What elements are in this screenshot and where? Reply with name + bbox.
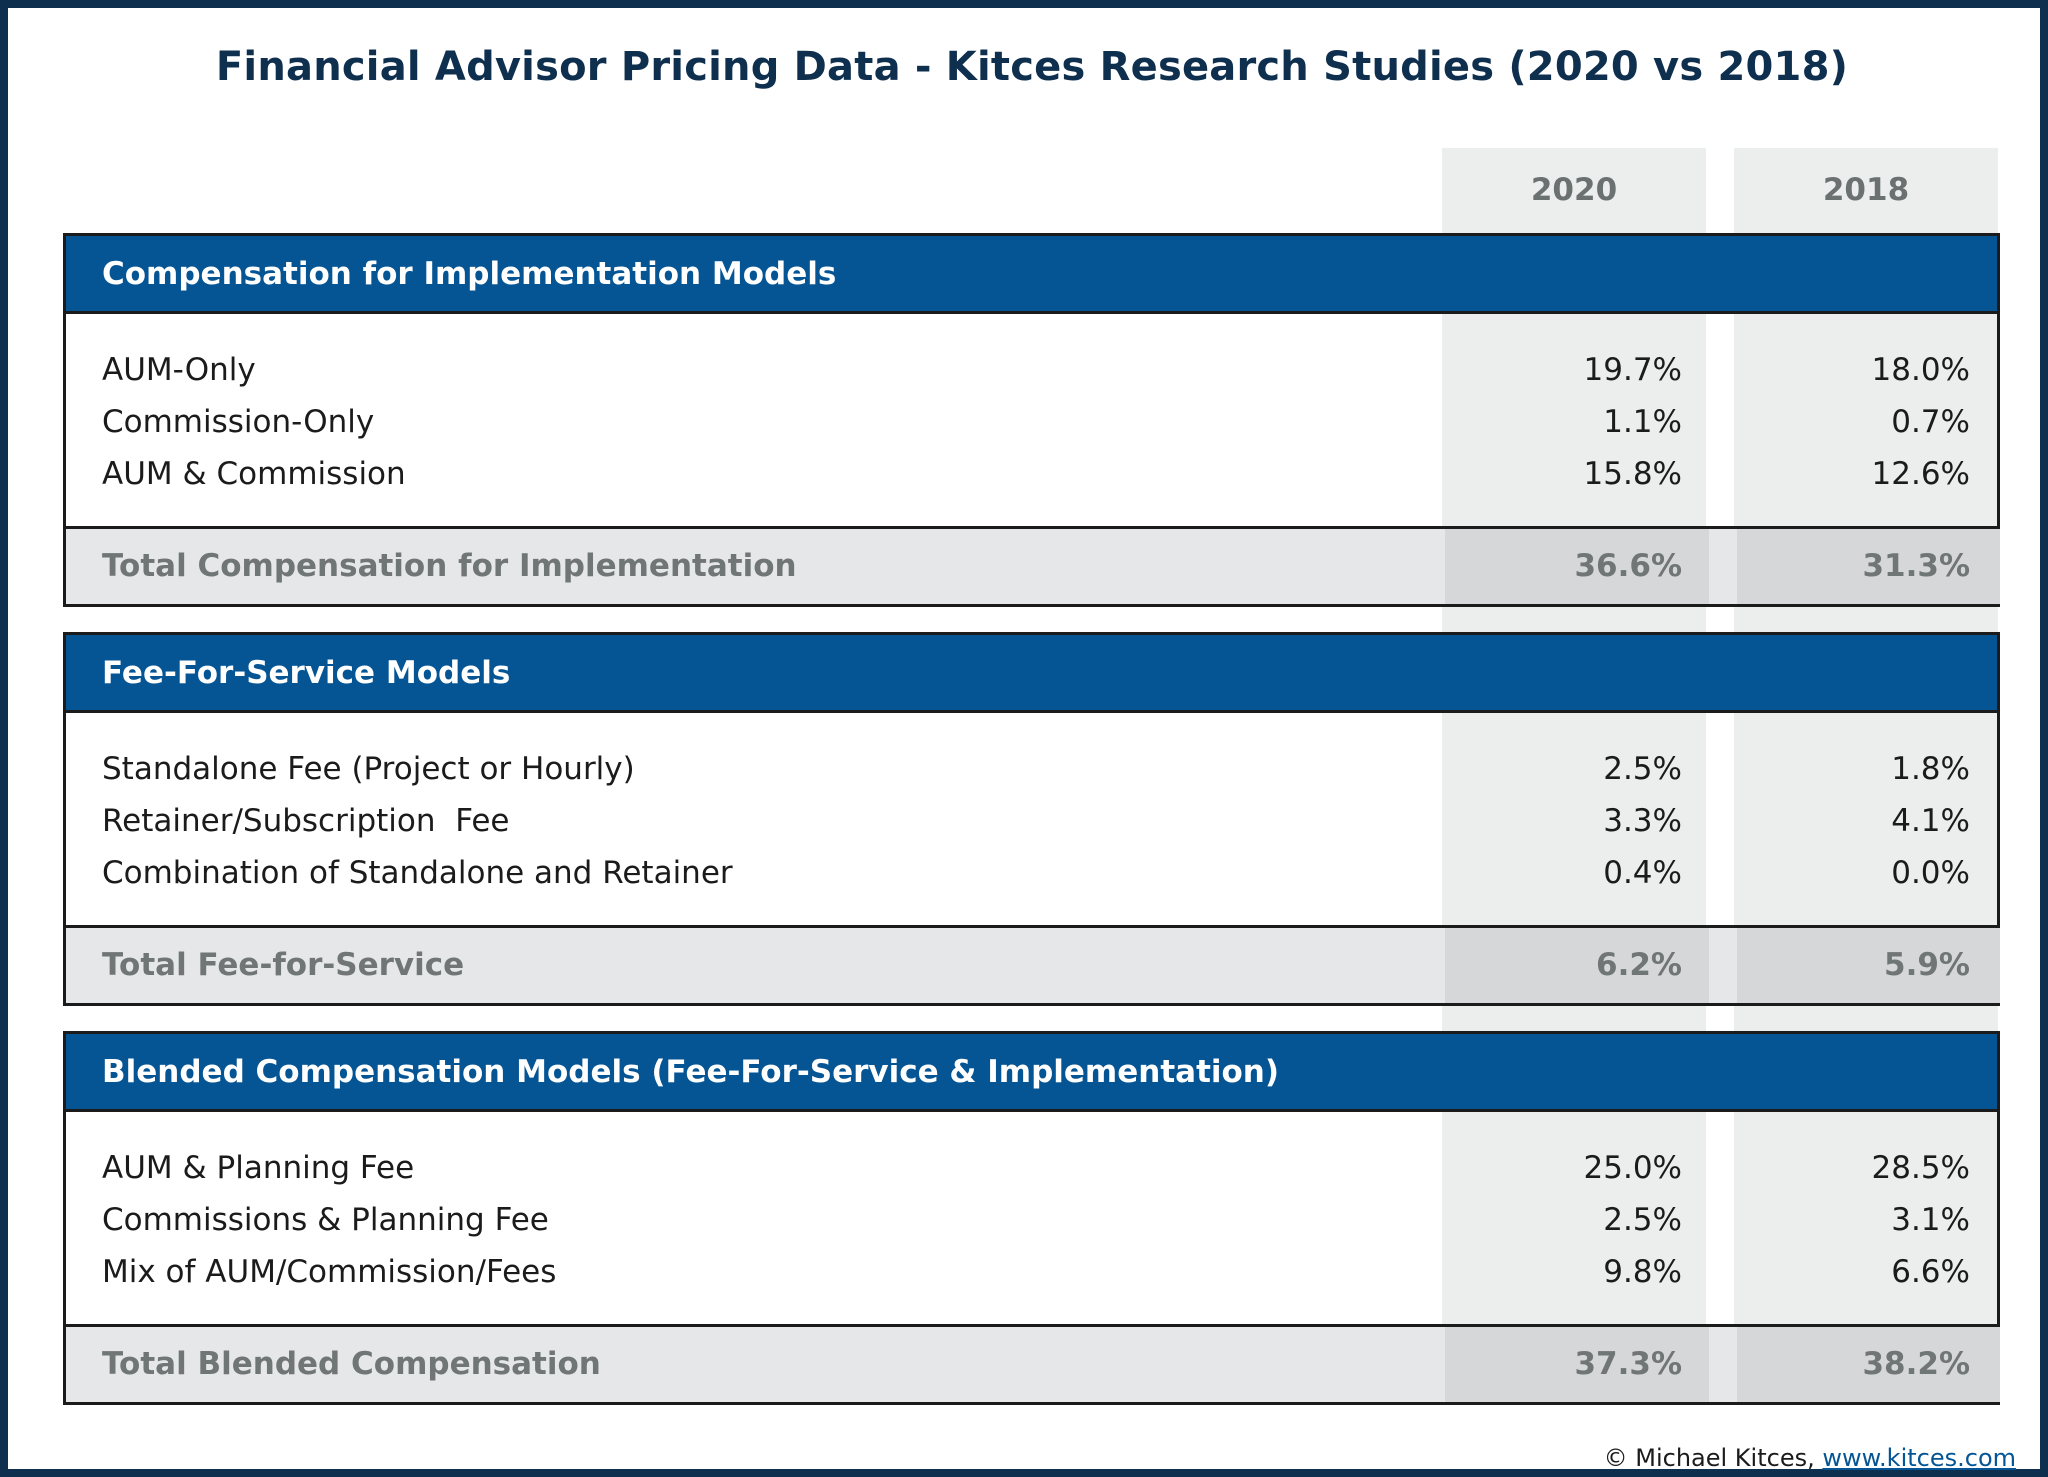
cell-2018: 18.0% (1871, 352, 1970, 388)
total-row: Total Blended Compensation 37.3% 38.2% (66, 1324, 2000, 1402)
cell-2018: 12.6% (1871, 456, 1970, 492)
row-label: Standalone Fee (Project or Hourly) (102, 751, 635, 787)
total-cell-2020: 6.2% (1596, 947, 1682, 983)
total-cell-2018: 31.3% (1862, 548, 1970, 584)
row-label: AUM-Only (102, 352, 256, 388)
section-header: Fee-For-Service Models (66, 635, 1997, 713)
row-label: AUM & Commission (102, 456, 406, 492)
cell-2018: 0.0% (1891, 855, 1970, 891)
chart-title: Financial Advisor Pricing Data - Kitces … (215, 44, 1849, 90)
total-column-shade-2020 (1445, 928, 1709, 1003)
section-header: Compensation for Implementation Models (66, 236, 1997, 314)
cell-2018: 6.6% (1891, 1254, 1970, 1290)
total-cell-2020: 36.6% (1574, 548, 1682, 584)
column-header-2018: 2018 (1822, 172, 1910, 208)
total-cell-2018: 38.2% (1862, 1346, 1970, 1382)
total-label: Total Fee-for-Service (102, 947, 465, 983)
total-column-shade-2020 (1445, 529, 1709, 604)
cell-2020: 19.7% (1583, 352, 1682, 388)
total-cell-2018: 5.9% (1884, 947, 1970, 983)
copyright-footer: © Michael Kitces, www.kitces.com (1604, 1444, 2016, 1472)
row-label: Commission-Only (102, 404, 375, 440)
total-column-shade-2018 (1737, 529, 2000, 604)
row-label: Combination of Standalone and Retainer (102, 855, 733, 891)
row-label: Commissions & Planning Fee (102, 1202, 549, 1238)
section-fee-for-service: Fee-For-Service Models Standalone Fee (P… (63, 632, 2000, 1006)
cell-2020: 3.3% (1603, 803, 1682, 839)
total-label: Total Blended Compensation (102, 1346, 601, 1382)
total-column-shade-2018 (1737, 1327, 2000, 1402)
section-blended: Blended Compensation Models (Fee-For-Ser… (63, 1031, 2000, 1405)
cell-2020: 2.5% (1603, 1202, 1682, 1238)
row-label: AUM & Planning Fee (102, 1150, 415, 1186)
cell-2020: 15.8% (1583, 456, 1682, 492)
cell-2020: 25.0% (1583, 1150, 1682, 1186)
total-column-shade-2018 (1737, 928, 2000, 1003)
column-background-2020 (1442, 148, 1706, 1402)
cell-2020: 1.1% (1603, 404, 1682, 440)
total-row: Total Fee-for-Service 6.2% 5.9% (66, 925, 2000, 1003)
total-cell-2020: 37.3% (1574, 1346, 1682, 1382)
website-link[interactable]: www.kitces.com (1822, 1444, 2016, 1472)
cell-2020: 2.5% (1603, 751, 1682, 787)
row-label: Retainer/Subscription Fee (102, 803, 510, 839)
cell-2020: 0.4% (1603, 855, 1682, 891)
row-label: Mix of AUM/Commission/Fees (102, 1254, 557, 1290)
total-label: Total Compensation for Implementation (102, 548, 797, 584)
section-implementation: Compensation for Implementation Models A… (63, 233, 2000, 607)
total-column-shade-2020 (1445, 1327, 1709, 1402)
cell-2018: 0.7% (1891, 404, 1970, 440)
section-header: Blended Compensation Models (Fee-For-Ser… (66, 1034, 1997, 1112)
cell-2018: 3.1% (1891, 1202, 1970, 1238)
cell-2018: 28.5% (1871, 1150, 1970, 1186)
copyright-text: © Michael Kitces, (1603, 1444, 1815, 1472)
column-header-2020: 2020 (1530, 172, 1618, 208)
total-row: Total Compensation for Implementation 36… (66, 526, 2000, 604)
cell-2020: 9.8% (1603, 1254, 1682, 1290)
cell-2018: 4.1% (1891, 803, 1970, 839)
cell-2018: 1.8% (1891, 751, 1970, 787)
column-background-2018 (1734, 148, 1998, 1402)
